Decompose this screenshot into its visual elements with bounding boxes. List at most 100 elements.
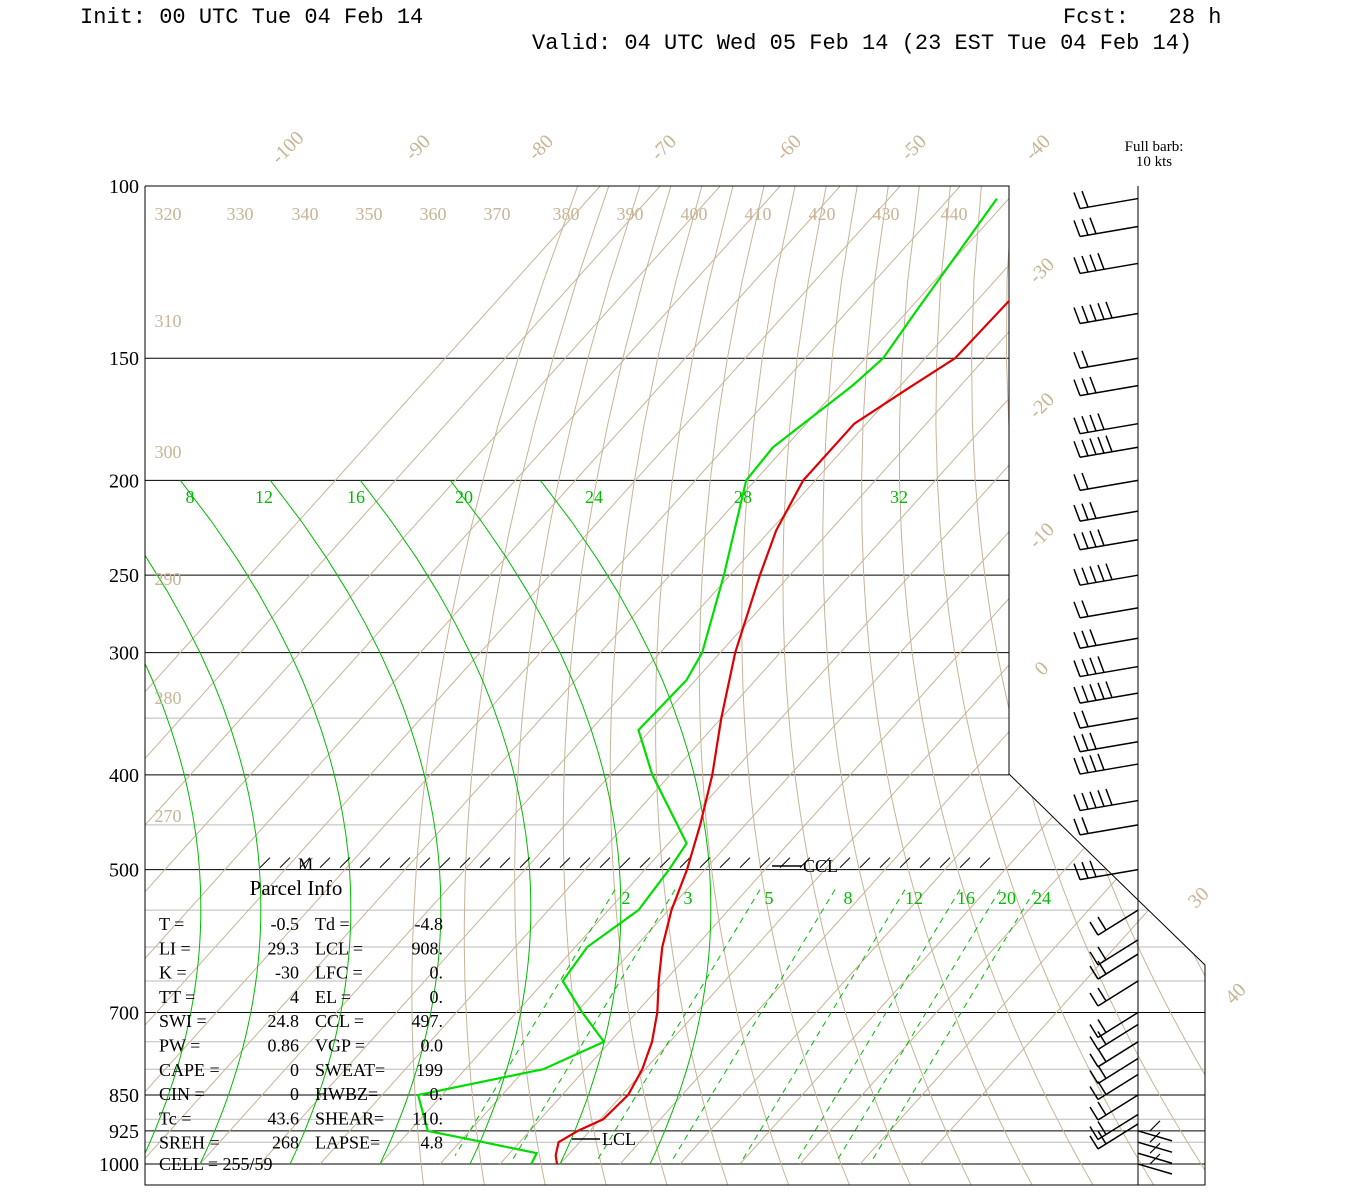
isotherm-label-0: 0 (1030, 657, 1053, 680)
wind-barbs (1073, 190, 1173, 1175)
dry-adiabat-400 (1039, 186, 1205, 1185)
pressure-label-500: 500 (109, 860, 139, 882)
parcel-info-title: Parcel Info (250, 876, 343, 900)
wind-barb (1073, 817, 1139, 836)
theta-label-380: 380 (553, 204, 580, 224)
mixing-ratio-0 (455, 889, 616, 1165)
parcel-row-2-col-0: K = (159, 963, 187, 983)
isotherm-label--20: -20 (1025, 389, 1059, 423)
mixing-ratio-upper-16: 16 (347, 487, 365, 507)
parcel-row-0-col-0: T = (159, 914, 184, 934)
wind-barb (1089, 1094, 1139, 1121)
hatch-mark (479, 857, 491, 868)
pressure-label-700: 700 (109, 1003, 139, 1025)
isotherm-label--40: -40 (1021, 131, 1055, 165)
isotherm-label-40: 40 (1221, 979, 1251, 1009)
wind-barb (1073, 435, 1139, 459)
theta-label-400: 400 (681, 204, 708, 224)
theta-label-320: 320 (155, 204, 182, 224)
theta-label-410: 410 (745, 204, 772, 224)
hatch-mark (599, 857, 611, 868)
parcel-row-4-col-2: CCL = (315, 1011, 364, 1031)
hatch-mark (619, 857, 631, 868)
mixing-ratio-lower-2: 2 (622, 888, 631, 908)
wind-barb (1073, 563, 1139, 586)
theta-label-330: 330 (227, 204, 254, 224)
wind-barb (1137, 1120, 1173, 1142)
barb-legend: Full barb: 10 kts (1125, 139, 1184, 170)
dry-adiabat-410 (1072, 186, 1205, 1185)
mixing-ratio-upper-20: 20 (455, 487, 473, 507)
sounding-profiles (416, 197, 1094, 1165)
wind-barb (1073, 681, 1139, 704)
theta-label-280: 280 (155, 688, 182, 708)
parcel-row-5-col-1: 0.86 (268, 1036, 300, 1056)
pressure-label-400: 400 (109, 765, 139, 787)
dry-adiabat-270 (514, 186, 641, 1185)
hatch-mark (639, 857, 651, 868)
moist-adiabat-4 (360, 480, 532, 1165)
hatch-mark (819, 857, 831, 868)
wind-barb (1073, 600, 1139, 619)
valid-time: Valid: 04 UTC Wed 05 Feb 14 (23 EST Tue … (532, 31, 1193, 56)
wind-barb (1089, 1011, 1139, 1039)
theta-label-310: 310 (155, 311, 182, 331)
dry-adiabat-460 (1230, 186, 1350, 1185)
dry-adiabat-370 (935, 186, 1155, 1185)
lcl-label: LCL (602, 1129, 636, 1149)
dry-adiabat-280 (562, 186, 672, 1185)
wind-barb (1073, 301, 1139, 325)
hatch-mark (419, 857, 431, 868)
isotherm--100 (145, 186, 841, 1165)
parcel-row-6-col-0: CAPE = (159, 1060, 220, 1080)
parcel-row-6-col-3: 199 (416, 1060, 443, 1080)
theta-label-360: 360 (420, 204, 447, 224)
hatch-mark (579, 857, 591, 868)
hatch-mark (979, 857, 991, 868)
hatch-mark (879, 857, 891, 868)
hatch-mark (539, 857, 551, 868)
wind-barb (1073, 217, 1139, 238)
dry-adiabat-310 (698, 186, 790, 1185)
wind-barb (1073, 710, 1139, 729)
mixing-ratio-6 (834, 889, 1001, 1165)
theta-label-300: 300 (155, 442, 182, 462)
pressure-label-850: 850 (109, 1085, 139, 1107)
theta-label-440: 440 (941, 204, 968, 224)
hatch-mark (399, 857, 411, 868)
mixing-ratio-upper-24: 24 (585, 487, 603, 507)
parcel-row-9-col-2: LAPSE= (315, 1133, 380, 1153)
hatch-mark (259, 857, 271, 868)
parcel-info-panel: Parcel Info T = -0.5 Td = -4.8 LI = 29.3 LCL = 9… (159, 876, 443, 1174)
parcel-row-2-col-3: 0. (430, 963, 444, 983)
pressure-label-1000: 1000 (99, 1154, 139, 1176)
hatch-mark (499, 857, 511, 868)
theta-label-290: 290 (155, 569, 182, 589)
moist-adiabat-3 (270, 480, 442, 1165)
frame-outline (144, 185, 1206, 1186)
isotherm-label--10: -10 (1025, 519, 1059, 553)
hatch-mark (339, 857, 351, 868)
dry-adiabat-360 (899, 186, 1094, 1185)
hatch-mark (759, 857, 771, 868)
wind-barb (1073, 732, 1139, 753)
wind-barb (1089, 1023, 1139, 1051)
mixing-ratio-lower-20: 20 (998, 888, 1016, 908)
isotherm--30 (379, 186, 1205, 1165)
mixing-ratio-lower-3: 3 (684, 888, 693, 908)
mixing-ratio-lower-24: 24 (1033, 888, 1051, 908)
pressure-label-100: 100 (109, 176, 139, 198)
parcel-row-1-col-0: LI = (159, 938, 191, 958)
wind-barb (1089, 1123, 1139, 1150)
isotherm--10 (499, 186, 1205, 1165)
dry-adiabat-380 (971, 186, 1205, 1185)
wind-barb (1073, 413, 1139, 435)
wind-barb (1089, 909, 1139, 936)
parcel-row-6-col-2: SWEAT= (315, 1060, 385, 1080)
parcel-row-0-col-1: -0.5 (271, 914, 300, 934)
isotherm-0 (559, 186, 1205, 1165)
parcel-row-4-col-1: 24.8 (268, 1011, 300, 1031)
isotherm--120 (145, 186, 721, 1165)
background-grid (145, 186, 1350, 1185)
